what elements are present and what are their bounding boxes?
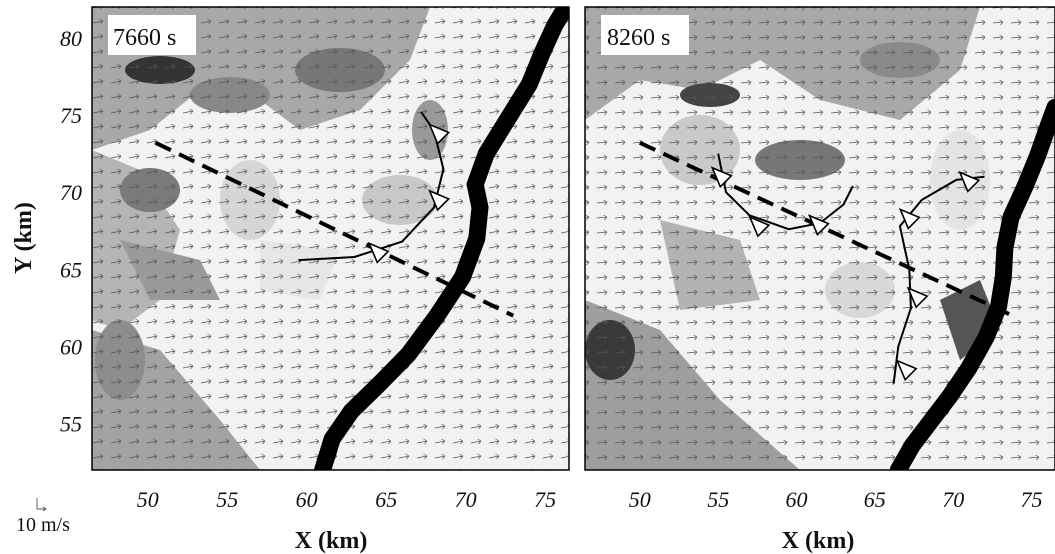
right-front2-triangle-0: [898, 207, 921, 230]
right-front-line-1: [717, 153, 854, 231]
x-axis-label-right: X (km): [782, 528, 855, 554]
right-dashed-line: [638, 140, 1014, 318]
left-time-label: 7660 s: [113, 25, 176, 51]
right-front1-triangle-2: [807, 214, 830, 237]
left-x-tick-label-1: 55: [216, 487, 238, 512]
left-x-tick-label-3: 65: [375, 487, 397, 512]
left-time-label-box: [108, 15, 196, 55]
reference-arrow-icon: [36, 498, 47, 512]
left-panel-frame: [91, 6, 570, 471]
left-front-triangles: [367, 123, 451, 264]
right-x-tick-label-5: 75: [1021, 487, 1043, 512]
left-y-tick-label-1: 60: [60, 335, 82, 360]
right-front1-triangle-1: [748, 215, 771, 238]
right-front2-triangle-2: [906, 286, 929, 309]
right-front2-triangle-1: [958, 170, 981, 193]
right-thick-boundary: [889, 98, 1055, 470]
right-panel: 8260 s: [585, 7, 1055, 470]
right-front2-triangle-3: [895, 359, 918, 382]
right-axis-ticks: 50 55 60 65 70 75: [629, 487, 1043, 512]
right-x-tick-label-1: 55: [707, 487, 729, 512]
left-panel: 7660 s: [92, 7, 569, 470]
left-x-tick-label-0: 50: [137, 487, 159, 512]
left-axis-ticks: 50 55 60 65 70 75 55 60 65 70 75 80: [60, 26, 556, 512]
left-y-tick-label-2: 65: [60, 257, 82, 282]
y-axis-label: Y (km): [11, 202, 37, 274]
left-x-tick-label-2: 60: [296, 487, 318, 512]
right-front-triangles: [710, 166, 981, 382]
right-vector-field: [585, 7, 1055, 470]
left-dashed-line: [154, 140, 515, 318]
right-time-label: 8260 s: [607, 25, 670, 51]
right-time-label-box: [601, 15, 689, 55]
left-y-tick-label-5: 80: [60, 26, 82, 51]
reference-vector: 10 m/s: [16, 498, 70, 536]
left-triangle-2: [428, 123, 451, 145]
right-x-tick-label-3: 65: [864, 487, 886, 512]
left-y-tick-label-3: 70: [60, 180, 82, 205]
right-x-tick-label-2: 60: [786, 487, 808, 512]
left-y-tick-label-4: 75: [60, 103, 82, 128]
left-x-tick-label-5: 75: [534, 487, 556, 512]
reference-vector-label: 10 m/s: [16, 514, 70, 536]
right-x-tick-label-4: 70: [942, 487, 964, 512]
x-axis-label-left: X (km): [295, 528, 368, 554]
right-front1-triangle-0: [710, 166, 733, 189]
right-front-line-2: [892, 175, 985, 384]
left-y-tick-label-0: 55: [60, 412, 82, 437]
left-x-tick-label-4: 70: [455, 487, 477, 512]
right-panel-frame: [584, 6, 1055, 471]
left-triangle-0: [367, 241, 390, 264]
left-vector-field: [92, 7, 569, 470]
left-triangle-1: [428, 189, 451, 212]
right-x-tick-label-0: 50: [629, 487, 651, 512]
left-thick-boundary: [314, 7, 569, 470]
